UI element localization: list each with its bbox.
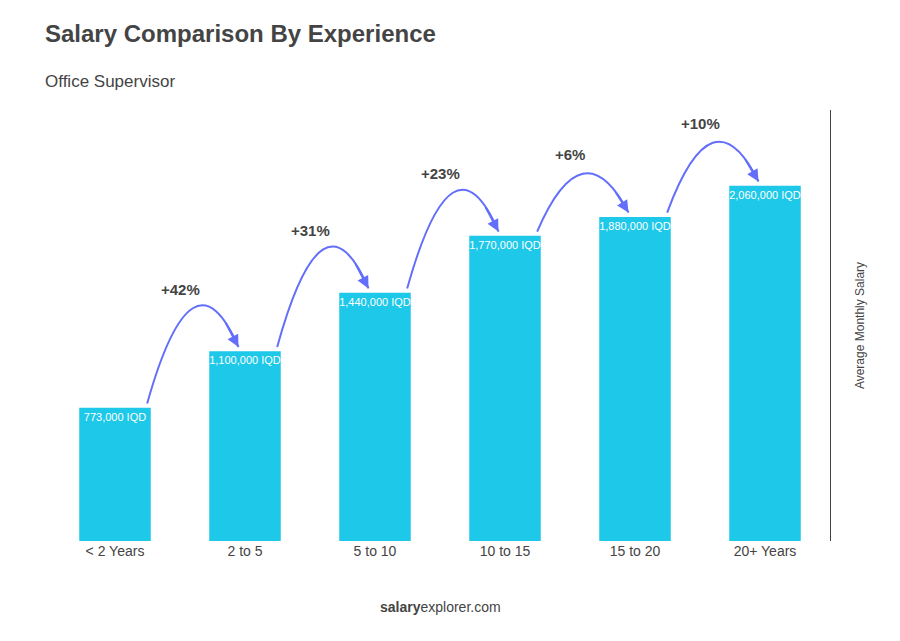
svg-text:1,880,000 IQD: 1,880,000 IQD: [599, 220, 671, 232]
svg-text:1,770,000 IQD: 1,770,000 IQD: [469, 239, 541, 251]
svg-text:Salary Comparison By Experienc: Salary Comparison By Experience: [45, 20, 436, 47]
svg-text:5 to 10: 5 to 10: [354, 543, 397, 559]
svg-text:< 2 Years: < 2 Years: [86, 543, 145, 559]
svg-text:20+ Years: 20+ Years: [734, 543, 797, 559]
svg-text:15 to 20: 15 to 20: [610, 543, 661, 559]
svg-text:salaryexplorer.com: salaryexplorer.com: [380, 599, 501, 615]
svg-text:Office Supervisor: Office Supervisor: [45, 72, 175, 91]
svg-text:2 to 5: 2 to 5: [227, 543, 262, 559]
svg-text:773,000 IQD: 773,000 IQD: [84, 411, 146, 423]
svg-text:+42%: +42%: [161, 281, 200, 298]
svg-text:1,440,000 IQD: 1,440,000 IQD: [339, 296, 411, 308]
svg-text:+6%: +6%: [555, 146, 585, 163]
svg-text:+10%: +10%: [681, 115, 720, 132]
svg-text:2,060,000 IQD: 2,060,000 IQD: [729, 189, 801, 201]
svg-text:Average Monthly Salary: Average Monthly Salary: [853, 262, 867, 389]
svg-text:+31%: +31%: [291, 222, 330, 239]
svg-text:+23%: +23%: [421, 165, 460, 182]
svg-text:10 to 15: 10 to 15: [480, 543, 531, 559]
svg-text:1,100,000 IQD: 1,100,000 IQD: [209, 354, 281, 366]
